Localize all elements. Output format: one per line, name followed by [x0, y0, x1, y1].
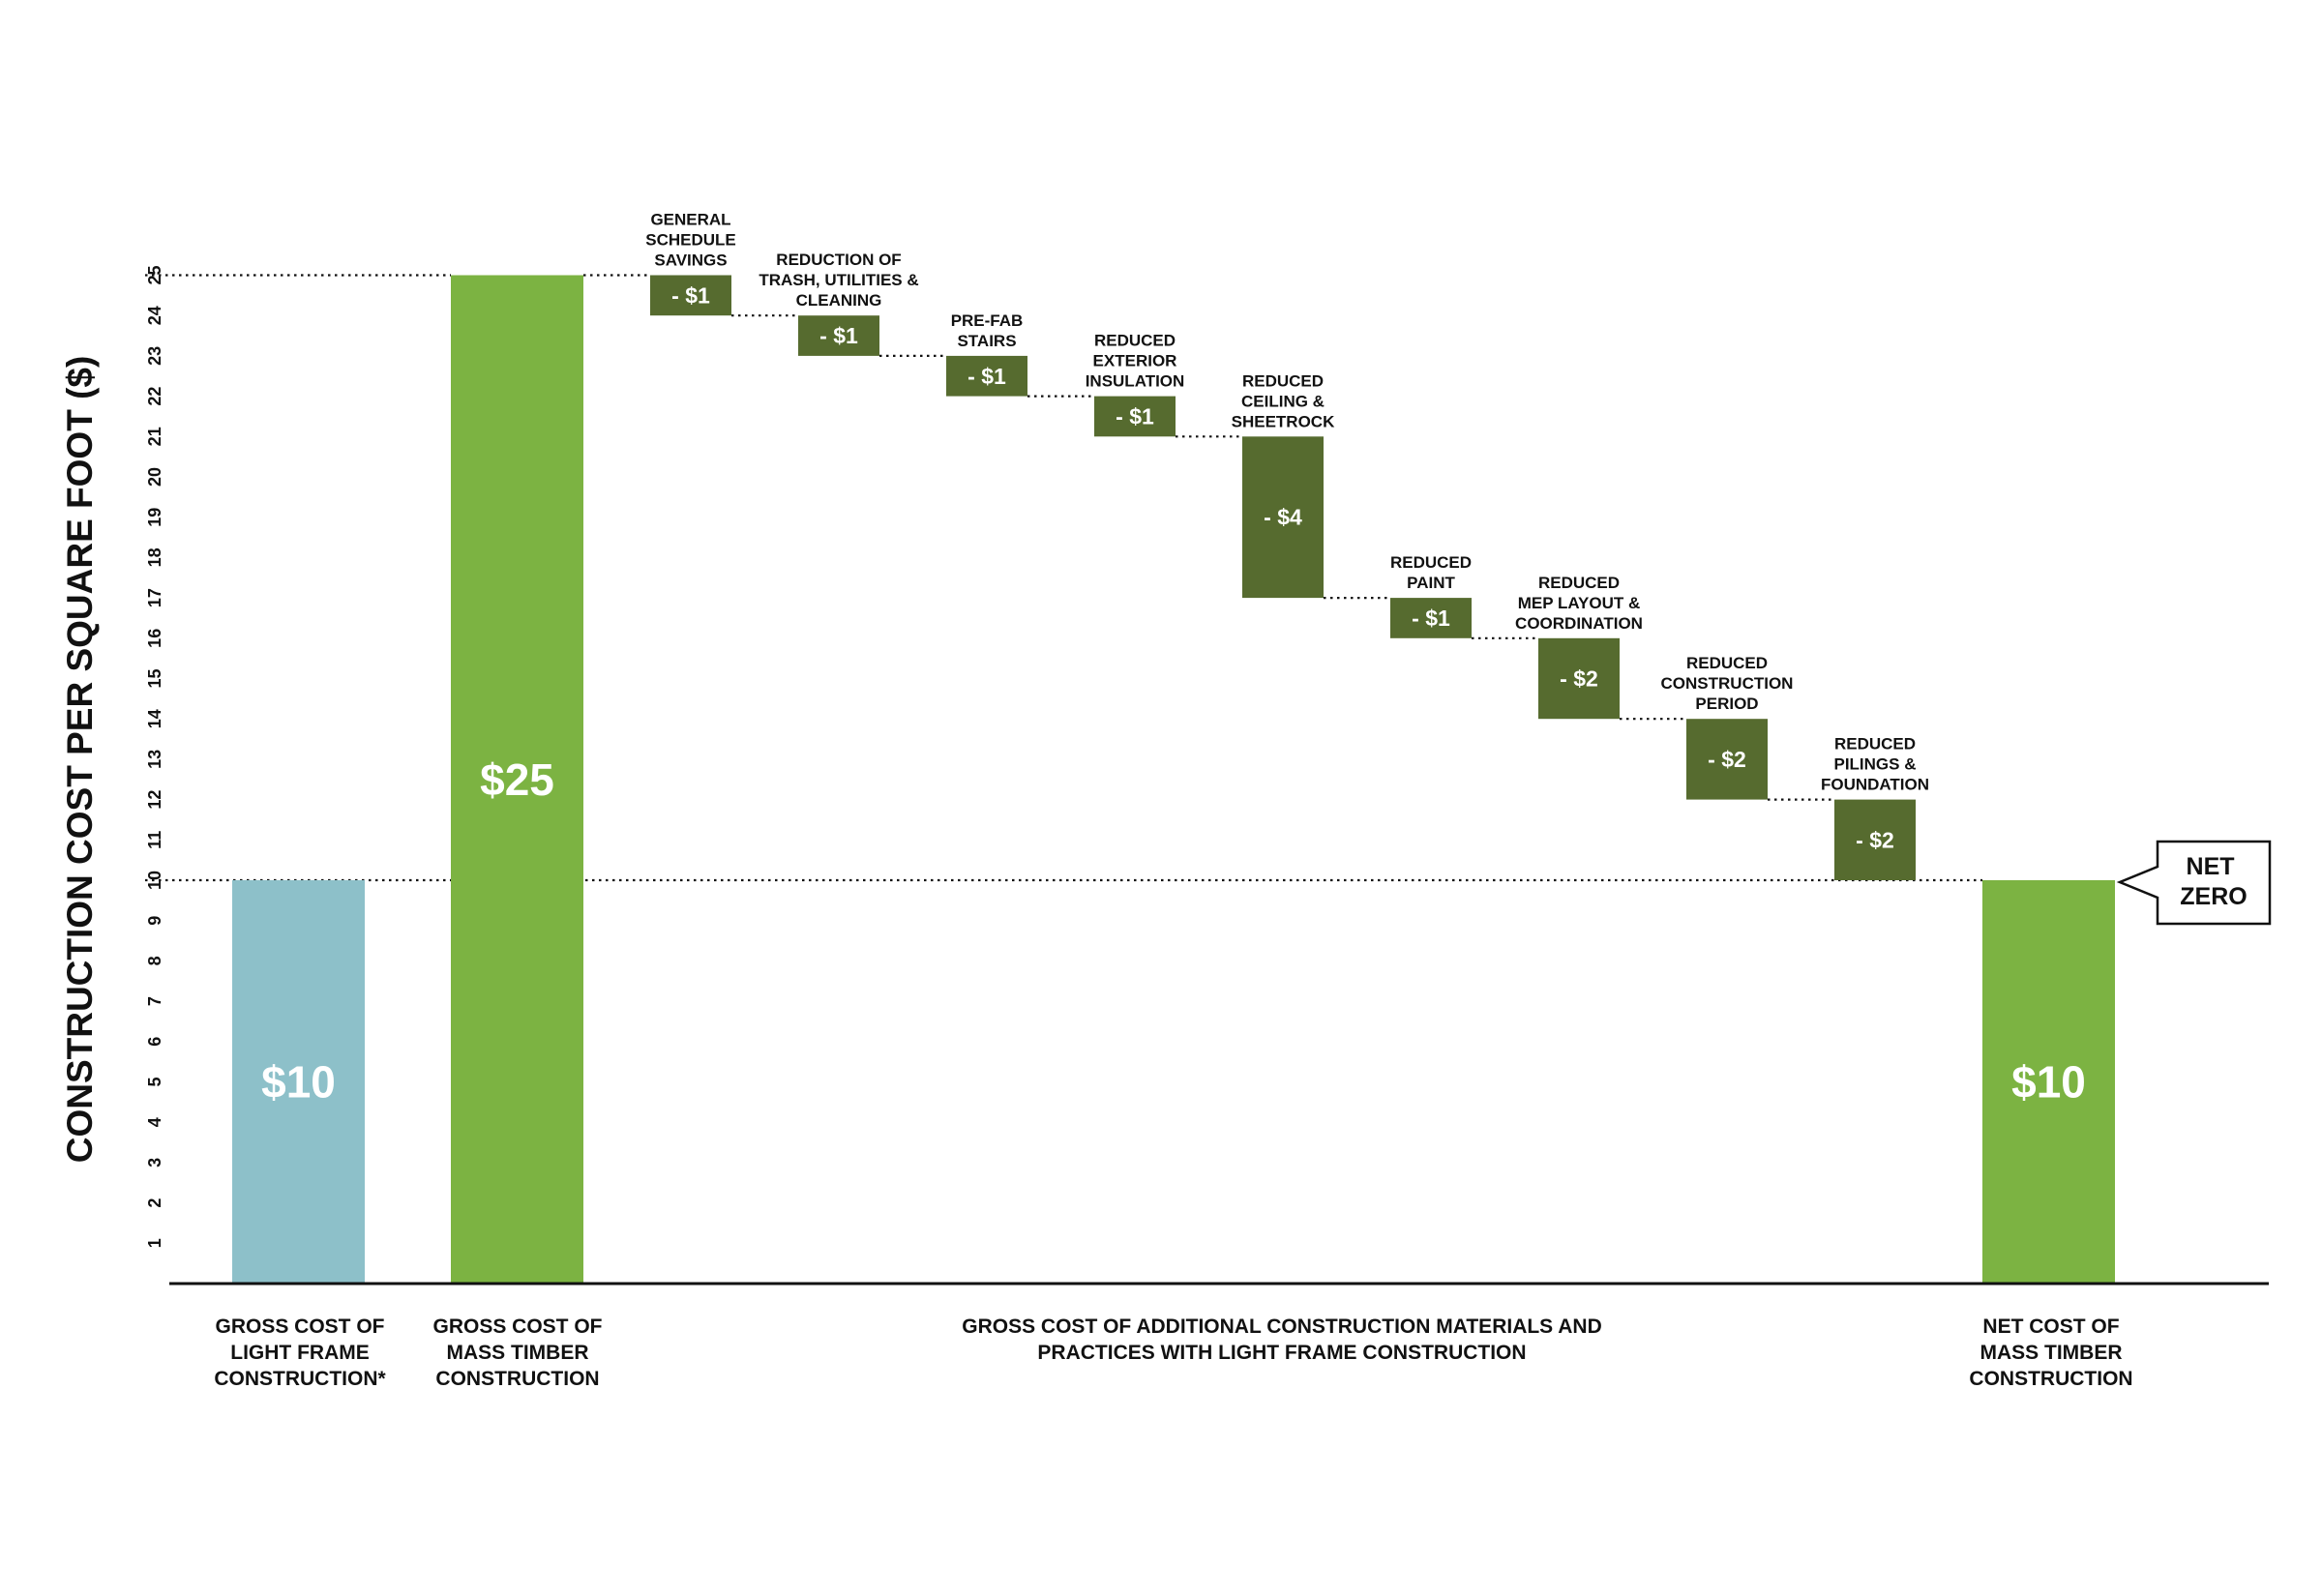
x-category-line: NET COST OF [1982, 1315, 2120, 1338]
x-category-line: LIGHT FRAME [230, 1342, 370, 1364]
bar-category-label: PRE-FAB [951, 311, 1024, 330]
reduction-bar [1094, 396, 1176, 437]
bar-value-label: $10 [261, 1057, 336, 1108]
y-tick-label: 7 [145, 996, 164, 1006]
bar-category-label: FOUNDATION [1821, 776, 1929, 794]
bar-category-label: SHEETROCK [1232, 412, 1335, 430]
bar-category-label: STAIRS [957, 332, 1016, 350]
bar-value-label: - $1 [1116, 403, 1154, 429]
total-bar [451, 275, 583, 1284]
bar-category-label: CONSTRUCTION [1661, 674, 1794, 693]
y-tick-label: 9 [145, 916, 164, 926]
reduction-bar [946, 355, 1027, 397]
bar-category-label: EXTERIOR [1093, 352, 1177, 370]
bar-value-label: - $4 [1264, 505, 1302, 530]
bar-value-label: - $2 [1560, 666, 1598, 692]
reduction-bar [1242, 436, 1324, 599]
y-tick-label: 14 [145, 709, 164, 728]
y-tick-label: 10 [145, 871, 164, 890]
x-category-line: GROSS COST OF [215, 1315, 385, 1338]
bar-category-label: MEP LAYOUT & [1518, 594, 1641, 612]
callout-line-2: ZERO [2180, 883, 2247, 910]
y-tick-label: 13 [145, 750, 164, 769]
bar-category-label: REDUCED [1094, 332, 1176, 350]
bar-category-label: PAINT [1407, 574, 1455, 592]
x-category-4: NET COST OF MASS TIMBER CONSTRUCTION [1935, 1314, 2167, 1392]
x-category-1: GROSS COST OF LIGHT FRAME CONSTRUCTION* [184, 1314, 416, 1392]
y-tick-label: 11 [145, 831, 164, 849]
total-bar [232, 880, 365, 1284]
net-zero-callout: NET ZERO [2116, 840, 2272, 926]
x-category-3: GROSS COST OF ADDITIONAL CONSTRUCTION MA… [895, 1314, 1669, 1366]
y-tick-label: 19 [145, 508, 164, 527]
bar-value-label: - $2 [1708, 747, 1746, 772]
y-tick-label: 12 [145, 790, 164, 810]
y-tick-label: 23 [145, 346, 164, 366]
y-axis-title: CONSTRUCTION COST PER SQUARE FOOT ($) [60, 356, 100, 1164]
bar-category-label: REDUCED [1834, 735, 1916, 754]
bar-category-label: TRASH, UTILITIES & [759, 271, 918, 289]
y-tick-label: 15 [145, 668, 164, 688]
y-tick-label: 2 [145, 1198, 164, 1208]
x-category-line: PRACTICES WITH LIGHT FRAME CONSTRUCTION [1037, 1342, 1527, 1364]
bar-category-label: REDUCED [1390, 553, 1472, 572]
y-tick-label: 21 [145, 427, 164, 446]
bar-category-label: SCHEDULE [645, 231, 736, 250]
bar-category-label: REDUCED [1686, 654, 1768, 672]
bar-value-label: - $1 [671, 282, 710, 308]
x-category-line: MASS TIMBER [1980, 1342, 2123, 1364]
y-tick-label: 25 [145, 265, 164, 284]
bar-value-label: $10 [2011, 1057, 2086, 1108]
y-tick-label: 5 [145, 1077, 164, 1086]
reduction-bar [798, 315, 879, 356]
bar-category-label: REDUCED [1538, 574, 1620, 592]
bar-value-label: $25 [480, 754, 554, 805]
y-tick-label: 8 [145, 956, 164, 965]
reduction-bar [1686, 719, 1768, 800]
bars [232, 275, 2115, 1284]
x-category-2: GROSS COST OF MASS TIMBER CONSTRUCTION [402, 1314, 634, 1392]
bar-category-label: SAVINGS [654, 251, 727, 270]
y-tick-label: 24 [145, 306, 164, 325]
bar-value-label: - $1 [1412, 606, 1450, 631]
bar-category-label: GENERAL [650, 211, 730, 229]
y-tick-label: 18 [145, 547, 164, 567]
bar-value-label: - $1 [819, 323, 858, 348]
x-category-line: MASS TIMBER [446, 1342, 589, 1364]
y-axis: 1234567891011121314151617181920212223242… [145, 265, 164, 1248]
callout-text: NET ZERO [2180, 853, 2247, 910]
y-tick-label: 6 [145, 1037, 164, 1047]
x-category-line: GROSS COST OF [432, 1315, 603, 1338]
y-tick-label: 20 [145, 467, 164, 487]
bar-category-label: REDUCED [1242, 371, 1324, 390]
reduction-bar [650, 275, 731, 316]
reduction-bar [1538, 637, 1620, 720]
callout-box [2116, 840, 2272, 926]
bar-value-label: - $1 [968, 364, 1006, 389]
y-tick-label: 3 [145, 1158, 164, 1167]
y-tick-label: 17 [145, 588, 164, 607]
x-category-line: CONSTRUCTION [435, 1368, 600, 1390]
bar-category-label: PERIOD [1695, 695, 1758, 713]
y-tick-label: 22 [145, 387, 164, 406]
y-tick-label: 16 [145, 629, 164, 648]
reduction-bar [1834, 799, 1916, 880]
bar-category-label: COORDINATION [1515, 614, 1643, 633]
bar-category-label: INSULATION [1086, 372, 1185, 391]
reduction-bar [1390, 598, 1472, 638]
x-category-line: CONSTRUCTION [1969, 1368, 2133, 1390]
bar-category-label: REDUCTION OF [776, 251, 901, 269]
bar-value-label: - $2 [1856, 827, 1894, 852]
x-category-line: GROSS COST OF ADDITIONAL CONSTRUCTION MA… [962, 1315, 1602, 1338]
y-tick-label: 4 [145, 1117, 164, 1127]
bar-category-label: CEILING & [1241, 392, 1325, 410]
bar-category-label: CLEANING [796, 291, 882, 310]
x-category-line: CONSTRUCTION* [214, 1368, 386, 1390]
callout-line-1: NET [2187, 853, 2235, 880]
total-bar [1982, 880, 2115, 1284]
bar-category-label: PILINGS & [1833, 755, 1916, 774]
y-tick-label: 1 [145, 1238, 164, 1248]
